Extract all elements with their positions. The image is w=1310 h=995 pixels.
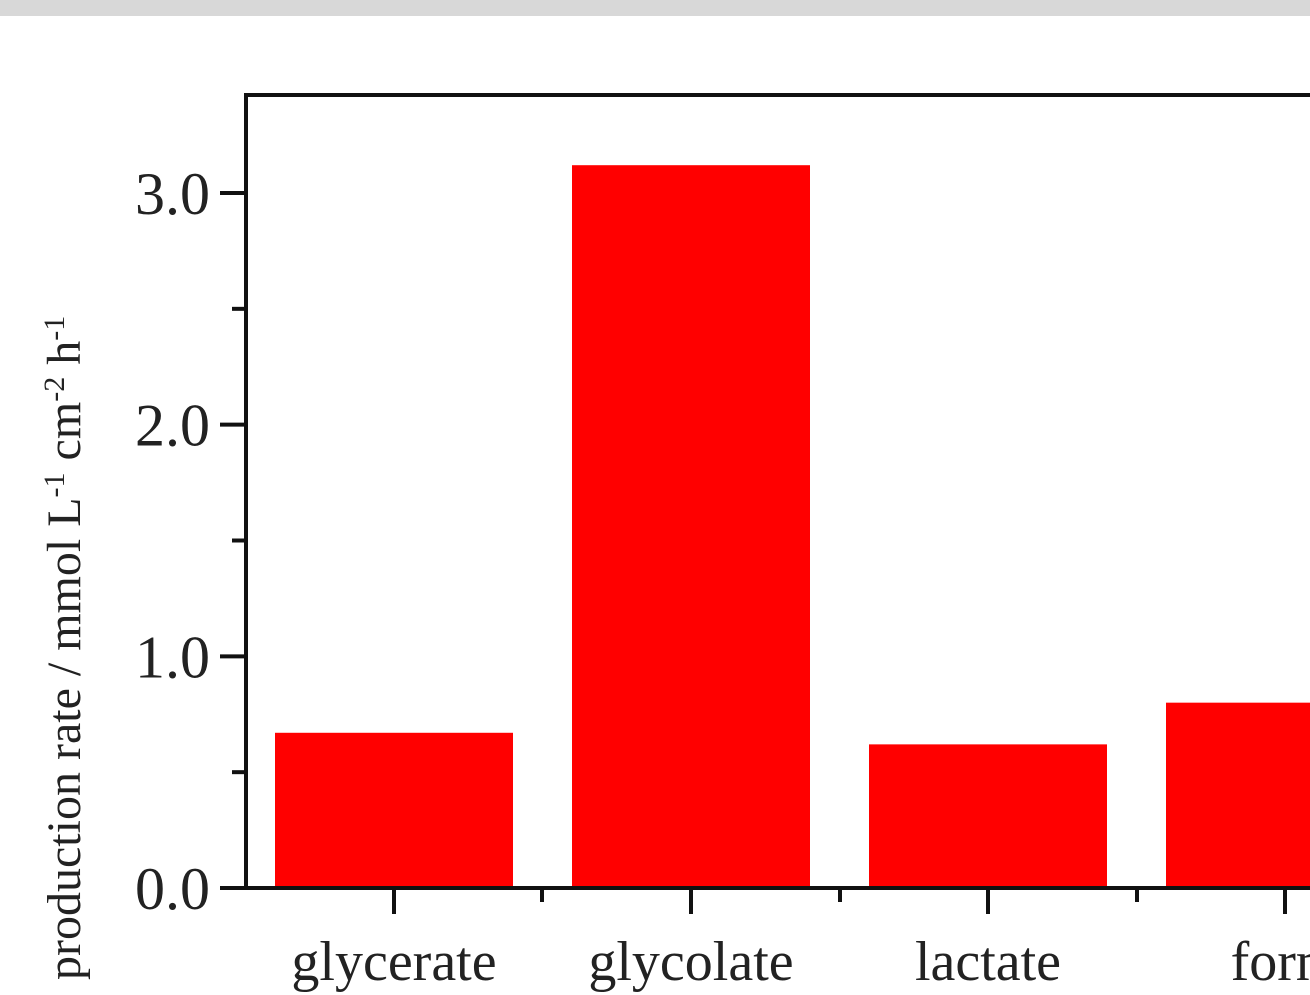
y-axis-title-superscript: -1	[38, 472, 71, 497]
y-axis-title-part: cm	[38, 402, 91, 473]
labels-group: 0.0 1.0 2.0 3.0 glycerate glycolate lactate for…	[135, 161, 1310, 993]
bar-glycolate	[572, 165, 810, 888]
axes-group	[220, 93, 1310, 914]
y-axis-title-part: production rate / mmol L	[38, 497, 91, 980]
x-tick-label-glycerate: glycerate	[291, 931, 496, 993]
y-tick-label-1.0: 1.0	[135, 624, 210, 690]
x-tick-label-form: form	[1231, 931, 1310, 993]
y-tick-label-3.0: 3.0	[135, 161, 210, 227]
bars-group	[275, 165, 1310, 888]
y-axis-title-superscript: -1	[38, 316, 71, 341]
y-axis-title: production rate / mmol L-1 cm-2 h-1	[38, 316, 92, 980]
y-tick-label-0.0: 0.0	[135, 856, 210, 922]
y-axis-title-superscript: -2	[38, 377, 71, 402]
x-tick-label-glycolate: glycolate	[588, 931, 793, 993]
y-tick-label-2.0: 2.0	[135, 393, 210, 459]
bar-lactate	[869, 744, 1107, 888]
bar-form	[1166, 702, 1310, 888]
y-axis-title-part: h	[38, 341, 91, 377]
top-border-strip	[0, 0, 1310, 16]
bar-glycerate	[275, 732, 513, 888]
x-tick-label-lactate: lactate	[915, 931, 1061, 993]
